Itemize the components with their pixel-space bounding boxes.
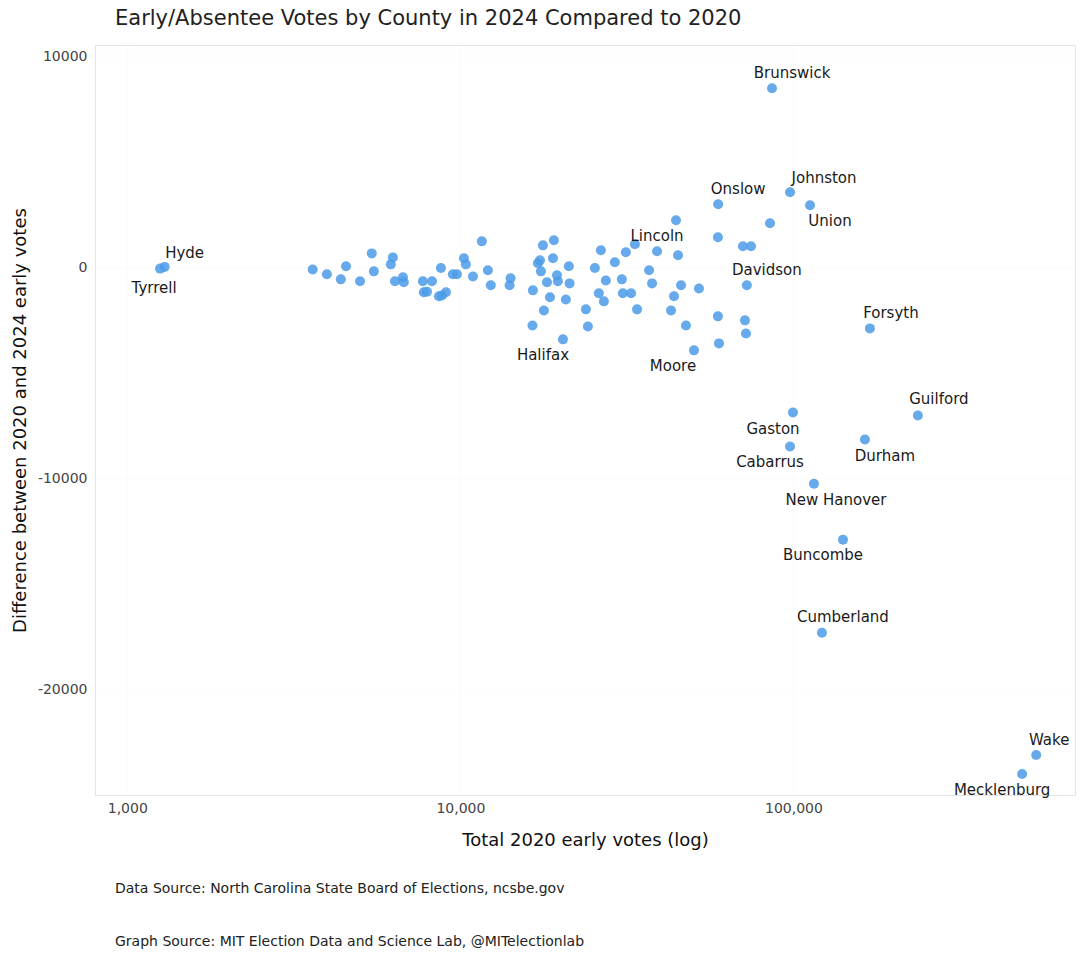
svg-text:10,000: 10,000 [436, 800, 485, 816]
svg-text:New Hanover: New Hanover [785, 491, 887, 509]
svg-text:Davidson: Davidson [732, 261, 802, 279]
svg-text:1,000: 1,000 [108, 800, 148, 816]
svg-text:Mecklenburg: Mecklenburg [954, 781, 1050, 799]
svg-text:-10000: -10000 [38, 470, 88, 486]
svg-text:100,000: 100,000 [765, 800, 823, 816]
svg-text:Total 2020 early votes (log): Total 2020 early votes (log) [461, 829, 709, 850]
svg-text:Brunswick: Brunswick [754, 64, 831, 82]
svg-text:0: 0 [79, 259, 88, 275]
svg-text:Onslow: Onslow [711, 180, 766, 198]
svg-text:Gaston: Gaston [746, 420, 799, 438]
svg-text:-20000: -20000 [38, 681, 88, 697]
svg-text:Johnston: Johnston [791, 169, 857, 187]
html-text:Graph Source: MIT Election Dat: Graph Source: MIT Election Data and Scie… [115, 933, 585, 949]
svg-text:Cumberland: Cumberland [797, 608, 889, 626]
svg-text:Guilford: Guilford [909, 390, 968, 408]
html-text:Early/Absentee Votes by County: Early/Absentee Votes by County in 2024 C… [115, 6, 742, 30]
svg-text:Difference between 2020 and 20: Difference between 2020 and 2024 early v… [9, 208, 30, 633]
svg-text:10000: 10000 [43, 48, 88, 64]
html-text:Data Source: North Carolina St: Data Source: North Carolina State Board … [115, 880, 565, 896]
svg-text:Forsyth: Forsyth [863, 304, 919, 322]
svg-text:Wake: Wake [1029, 731, 1069, 749]
svg-text:Cabarrus: Cabarrus [736, 453, 804, 471]
svg-text:Hyde: Hyde [165, 244, 204, 262]
svg-text:Lincoln: Lincoln [630, 227, 683, 245]
svg-text:Union: Union [808, 212, 851, 230]
svg-text:Durham: Durham [855, 447, 915, 465]
svg-text:Tyrrell: Tyrrell [131, 279, 177, 297]
svg-text:Buncombe: Buncombe [783, 546, 863, 564]
svg-text:Halifax: Halifax [517, 346, 569, 364]
svg-text:Moore: Moore [650, 357, 696, 375]
